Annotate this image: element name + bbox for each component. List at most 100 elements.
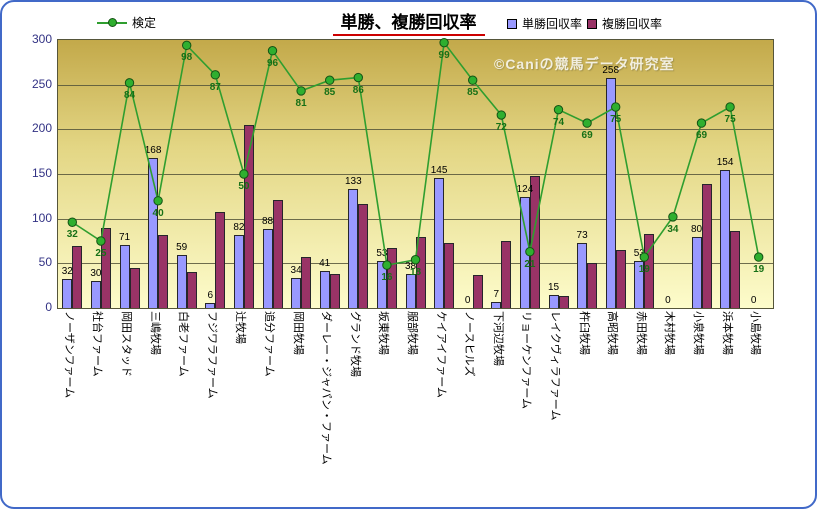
bar-value-label: 73 [576,229,588,241]
bar-value-label: 145 [430,165,448,177]
place-bar [72,246,83,308]
win-bar [405,274,416,308]
kentei-value-label: 96 [266,57,279,69]
place-bar [129,267,140,308]
place-bar [158,234,169,308]
bar-value-label: 0 [750,295,757,306]
gridline [58,218,773,220]
win-bar [119,244,130,308]
x-axis-label: 高昭牧場 [606,311,619,355]
kentei-value-label: 34 [667,223,679,235]
place-bar [215,212,226,308]
place-swatch-icon [587,18,597,29]
bar-value-label: 59 [176,242,188,254]
x-axis-label: 三嶋牧場 [148,311,161,355]
bar-value-label: 53 [376,247,388,259]
bar-value-label: 88 [261,216,274,228]
line-marker [210,70,221,80]
bar-value-label: 6 [207,289,214,301]
y-axis-tick-label: 150 [31,166,52,180]
kentei-value-label: 81 [295,97,307,109]
win-bar [262,229,273,308]
kentei-value-label: 75 [610,114,622,125]
y-axis-tick-label: 250 [31,76,52,91]
kentei-value-label: 87 [209,81,221,93]
bar-value-label: 0 [464,295,471,306]
line-marker [696,118,707,128]
place-bar [186,272,197,308]
x-axis-label: 白老ファーム [177,311,190,377]
legend-kentei-label: 検定 [132,16,157,30]
kentei-value-label: 32 [66,229,78,241]
kentei-value-label: 16 [381,272,393,284]
kentei-value-label: 72 [495,122,507,134]
kentei-value-label: 40 [152,207,164,219]
win-bar [319,271,330,308]
x-axis-label: 浜本牧場 [720,311,733,355]
win-bar [720,170,731,308]
x-axis-label: 辻牧場 [234,311,247,344]
x-axis-label: 小島牧場 [749,311,762,355]
kentei-value-label: 18 [409,266,422,278]
win-bar [176,255,187,308]
kentei-line [71,40,760,267]
x-axis-label: 下河辺牧場 [491,311,504,366]
kentei-value-label: 21 [524,258,536,270]
line-marker [468,75,478,85]
kentei-value-label: 74 [552,116,565,128]
place-bar [501,241,512,308]
place-bar [730,231,741,308]
kentei-value-label: 25 [95,248,107,259]
win-bar [691,236,702,308]
kentei-value-label: 69 [581,130,593,142]
kentei-value-label: 85 [467,87,479,99]
x-axis-label: 木村牧場 [663,311,676,355]
gridline [58,84,773,86]
x-axis-label: グランド牧場 [348,311,361,377]
y-axis-tick-label: 100 [31,210,52,225]
place-bar [329,274,340,308]
y-axis-tick-label: 0 [45,300,52,314]
plot-area: 32 30 71 168 59 6 82 88 34 41 133 53 38 145 0 7 124 15 73 2… [57,37,774,309]
place-bar [472,274,483,308]
x-axis-label: 岡田牧場 [291,311,304,355]
x-axis-label: ケイアイファーム [434,311,447,398]
win-bar [376,260,387,308]
legend-place: 複勝回収率 [587,15,662,32]
x-axis-label: 坂東牧場 [377,311,390,355]
kentei-value-label: 19 [638,264,650,276]
bar-value-label: 30 [90,268,102,280]
place-bar [243,124,254,308]
x-axis-label: 服部牧場 [406,311,418,355]
place-bar [529,175,540,308]
bar-value-label: 82 [233,221,245,233]
win-bar [348,189,359,308]
place-bar [587,263,598,308]
x-axis-label: ダーレー・ジャパン・ファーム [320,311,333,465]
kentei-value-label: 86 [352,84,364,96]
x-axis-label: 小泉牧場 [692,311,704,355]
line-marker [296,86,306,96]
place-bar [272,199,283,308]
bar-value-label: 38 [404,261,417,273]
kentei-value-label: 19 [753,264,765,276]
win-bar [90,281,101,308]
line-marker [582,118,592,128]
place-bar [358,204,369,308]
kentei-value-label: 84 [123,89,136,101]
line-marker [668,212,678,222]
place-bar [444,242,455,308]
win-bar [291,277,302,308]
place-bar [701,183,712,308]
win-swatch-icon [507,18,517,29]
bar-value-label: 53 [633,247,645,259]
gridline [58,174,773,175]
bar-value-label: 15 [547,281,560,293]
win-bar [205,302,216,308]
x-axis-label: フジワラファーム [205,311,218,399]
line-marker [325,75,335,85]
kentei-value-label: 69 [695,130,708,142]
legend-place-label: 複勝回収率 [602,17,663,31]
line-marker [439,37,449,48]
x-axis-label: 社台ファーム [91,311,104,377]
